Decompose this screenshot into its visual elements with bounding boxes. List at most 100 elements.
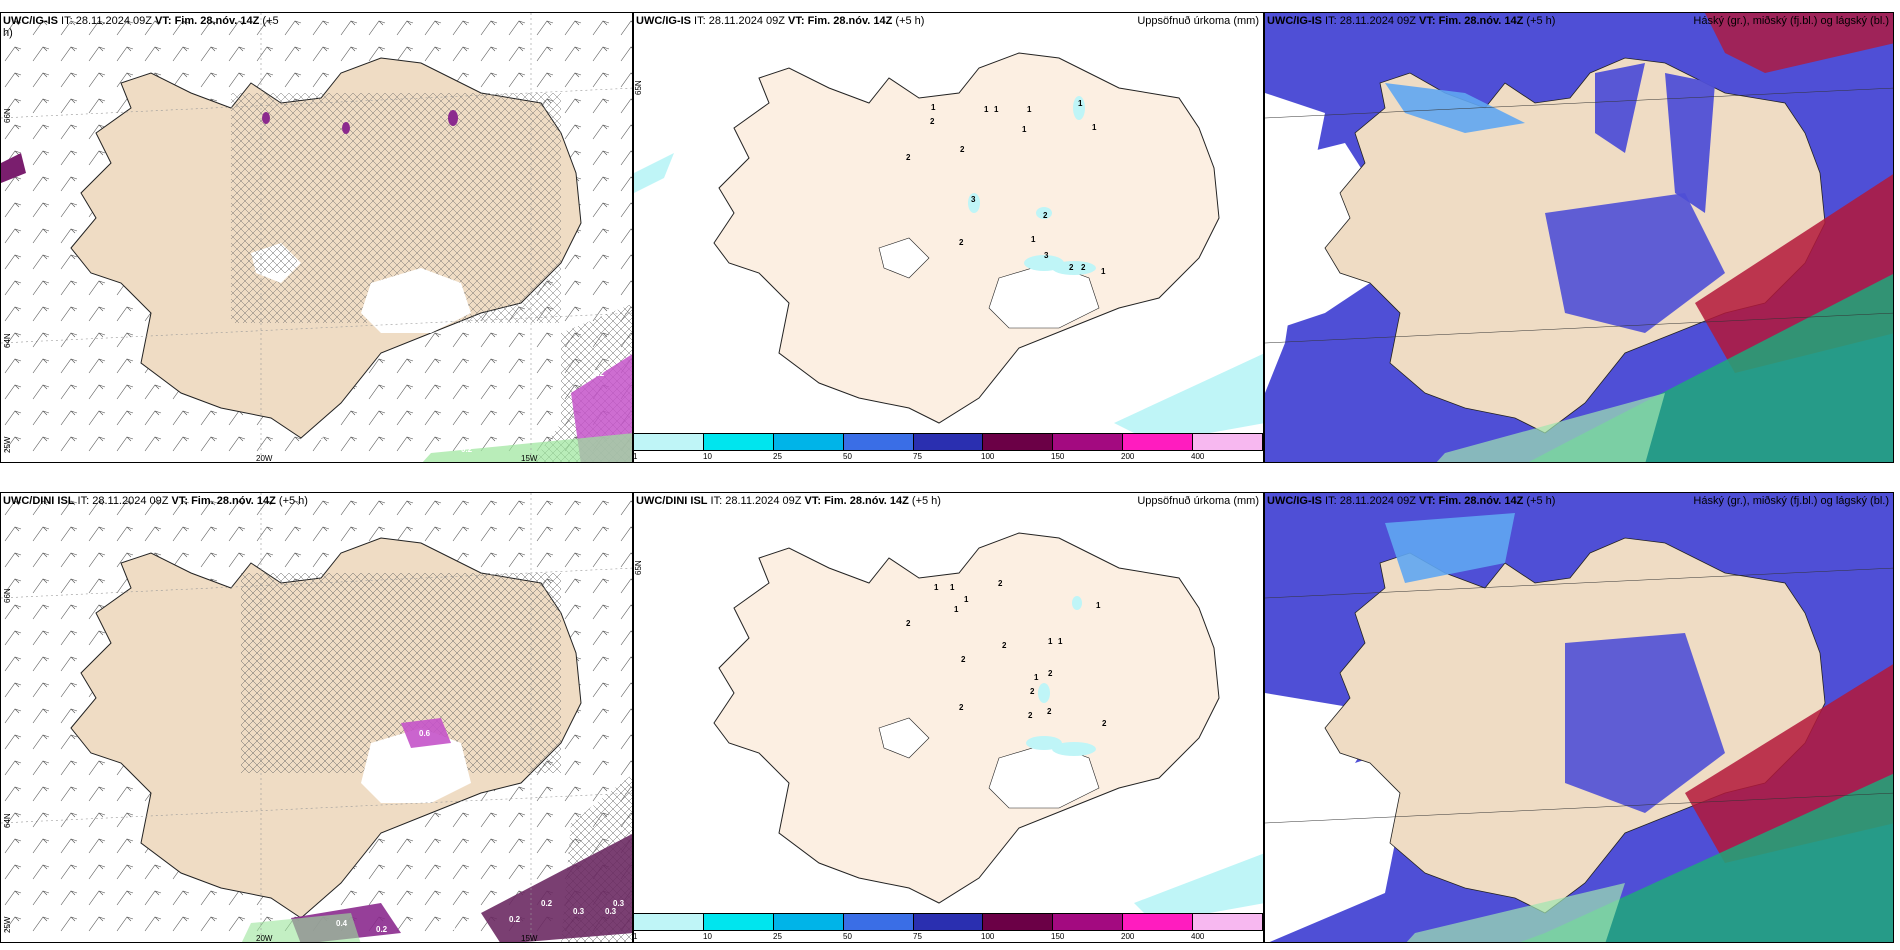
precip-panel-row2: UWC/DINI ISL IT: 28.11.2024 09Z VT: Fim.… bbox=[633, 492, 1264, 943]
precip-value-label: 1 bbox=[1096, 601, 1101, 610]
wind-map bbox=[1, 13, 632, 462]
colorbar-swatch bbox=[1123, 914, 1194, 930]
precip-value-label: 1 bbox=[1092, 123, 1097, 132]
colorbar-swatch bbox=[1123, 434, 1194, 450]
colorbar-ticks: 1 10 25 50 75 100 150 200 400 bbox=[633, 452, 1263, 462]
colorbar-swatch bbox=[1193, 434, 1263, 450]
colorbar-tick: 1 bbox=[633, 452, 638, 461]
colorbar-tick: 75 bbox=[913, 452, 922, 461]
colorbar-tick: 100 bbox=[981, 932, 995, 941]
precip-value-label: 2 bbox=[960, 145, 965, 154]
precip-value-label: 2 bbox=[1102, 719, 1107, 728]
wind-map bbox=[1, 493, 632, 942]
sea-value-label: 0.2 bbox=[509, 915, 521, 924]
precip-value-label: 1 bbox=[984, 105, 989, 114]
colorbar-tick: 25 bbox=[773, 932, 782, 941]
colorbar-swatch bbox=[773, 434, 844, 450]
lat-label: 64N bbox=[3, 333, 12, 348]
cloud-title: Háský (gr.), miðský (fj.bl.) og lágský (… bbox=[1693, 495, 1889, 507]
precip-panel-header: UWC/IG-IS IT: 28.11.2024 09Z VT: Fim. 28… bbox=[636, 15, 925, 27]
colorbar-swatch bbox=[1053, 434, 1124, 450]
wind-panel-row1: UWC/IG-IS IT: 28.11.2024 09Z VT: Fim. 28… bbox=[0, 12, 633, 463]
precip-value-label: 2 bbox=[959, 703, 964, 712]
colorbar-swatch bbox=[703, 434, 774, 450]
precip-value-label: 2 bbox=[906, 619, 911, 628]
precip-value-label: 2 bbox=[1030, 687, 1035, 696]
wind-panel-header: UWC/IG-IS IT: 28.11.2024 09Z VT: Fim. 28… bbox=[3, 15, 279, 39]
sea-value-label: 0.3 bbox=[613, 899, 625, 908]
cloud-title: Háský (gr.), miðský (fj.bl.) og lágský (… bbox=[1693, 15, 1889, 27]
sea-value-label: 0.2 bbox=[593, 369, 605, 378]
colorbar-swatch bbox=[843, 914, 914, 930]
precip-colorbar bbox=[633, 433, 1263, 451]
colorbar-ticks: 1 10 25 50 75 100 150 200 400 bbox=[633, 932, 1263, 942]
cloud-panel-row1: UWC/IG-IS IT: 28.11.2024 09Z VT: Fim. 28… bbox=[1264, 12, 1894, 463]
sea-value-label: 0.2 bbox=[461, 445, 473, 454]
colorbar-tick: 50 bbox=[843, 932, 852, 941]
colorbar-swatch bbox=[703, 914, 774, 930]
lon-label: 20W bbox=[256, 454, 273, 463]
precip-value-label: 1 bbox=[931, 103, 936, 112]
wind-panel-row2: UWC/DINI ISL IT: 28.11.2024 09Z VT: Fim.… bbox=[0, 492, 633, 943]
precip-value-label: 1 bbox=[1058, 637, 1063, 646]
precip-value-label: 2 bbox=[930, 117, 935, 126]
precip-value-label: 1 bbox=[1034, 673, 1039, 682]
precip-title: Uppsöfnuð úrkoma (mm) bbox=[1137, 15, 1259, 27]
colorbar-tick: 100 bbox=[981, 452, 995, 461]
lat-label: 65N bbox=[634, 560, 643, 575]
precip-value-label: 2 bbox=[1048, 669, 1053, 678]
precip-value-label: 2 bbox=[1081, 263, 1086, 272]
colorbar-swatch bbox=[843, 434, 914, 450]
lat-label: 64N bbox=[3, 813, 12, 828]
precip-value-label: 2 bbox=[1028, 711, 1033, 720]
cloud-panel-header: UWC/IG-IS IT: 28.11.2024 09Z VT: Fim. 28… bbox=[1267, 15, 1556, 27]
colorbar-tick: 400 bbox=[1191, 452, 1205, 461]
cloud-map bbox=[1265, 13, 1893, 462]
lat-label: 25W bbox=[3, 916, 12, 933]
colorbar-tick: 25 bbox=[773, 452, 782, 461]
precip-value-label: 3 bbox=[1044, 251, 1049, 260]
lon-label: 15W bbox=[521, 934, 538, 943]
colorbar-tick: 400 bbox=[1191, 932, 1205, 941]
colorbar-tick: 50 bbox=[843, 452, 852, 461]
precip-value-label: 1 bbox=[1078, 99, 1083, 108]
precip-value-label: 1 bbox=[1027, 105, 1032, 114]
colorbar-swatch bbox=[1053, 914, 1124, 930]
sea-value-label: 0.3 bbox=[605, 907, 617, 916]
precip-value-label: 3 bbox=[971, 195, 976, 204]
colorbar-swatch bbox=[913, 434, 984, 450]
precip-panel-row1: UWC/IG-IS IT: 28.11.2024 09Z VT: Fim. 28… bbox=[633, 12, 1264, 463]
precip-value-label: 1 bbox=[994, 105, 999, 114]
colorbar-tick: 200 bbox=[1121, 932, 1135, 941]
lon-label: 15W bbox=[521, 454, 538, 463]
sea-value-label: 0.3 bbox=[451, 923, 463, 932]
colorbar-swatch bbox=[634, 434, 704, 450]
precip-map bbox=[634, 52, 1263, 443]
lon-label: 20W bbox=[256, 934, 273, 943]
precip-value-label: 2 bbox=[1002, 641, 1007, 650]
sea-value-label: 0.2 bbox=[376, 925, 388, 934]
colorbar-swatch bbox=[983, 434, 1054, 450]
colorbar-tick: 1 bbox=[633, 932, 638, 941]
precip-value-label: 1 bbox=[934, 583, 939, 592]
precip-value-label: 1 bbox=[1031, 235, 1036, 244]
precip-value-label: 1 bbox=[954, 605, 959, 614]
cloud-panel-row2: UWC/IG-IS IT: 28.11.2024 09Z VT: Fim. 28… bbox=[1264, 492, 1894, 943]
colorbar-swatch bbox=[773, 914, 844, 930]
wind-panel-header: UWC/DINI ISL IT: 28.11.2024 09Z VT: Fim.… bbox=[3, 495, 308, 507]
precip-value-label: 2 bbox=[959, 238, 964, 247]
colorbar-tick: 200 bbox=[1121, 452, 1135, 461]
precip-value-label: 1 bbox=[1022, 125, 1027, 134]
precip-colorbar bbox=[633, 913, 1263, 931]
lat-label: 66N bbox=[3, 588, 12, 603]
precip-value-label: 2 bbox=[961, 655, 966, 664]
lat-label: 65N bbox=[634, 80, 643, 95]
precip-value-label: 2 bbox=[1069, 263, 1074, 272]
precip-title: Uppsöfnuð úrkoma (mm) bbox=[1137, 495, 1259, 507]
cloud-map bbox=[1265, 493, 1893, 942]
colorbar-tick: 150 bbox=[1051, 932, 1065, 941]
colorbar-swatch bbox=[634, 914, 704, 930]
precip-value-label: 1 bbox=[950, 583, 955, 592]
precip-value-label: 1 bbox=[1101, 267, 1106, 276]
lat-label: 25W bbox=[3, 436, 12, 453]
